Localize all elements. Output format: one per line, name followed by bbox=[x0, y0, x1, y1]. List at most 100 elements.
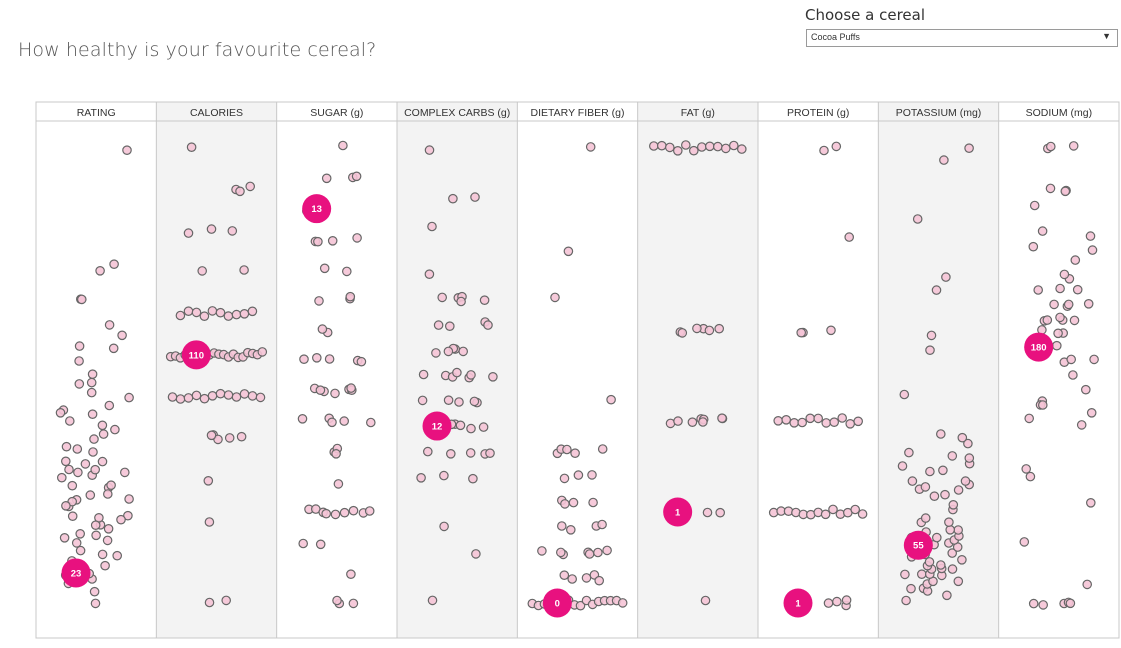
cereal-dot[interactable] bbox=[87, 369, 98, 379]
cereal-dot[interactable] bbox=[454, 397, 464, 407]
cereal-dot[interactable] bbox=[175, 310, 186, 321]
cereal-dot[interactable] bbox=[90, 598, 101, 609]
cereal-dot[interactable] bbox=[215, 388, 226, 399]
cereal-dot[interactable] bbox=[439, 470, 449, 481]
cereal-dot[interactable] bbox=[826, 325, 836, 336]
cereal-dot[interactable] bbox=[224, 433, 235, 443]
cereal-dot[interactable] bbox=[556, 521, 567, 531]
cereal-dot[interactable] bbox=[443, 395, 454, 405]
selected-cereal-dot[interactable] bbox=[302, 194, 332, 224]
cereal-dot[interactable] bbox=[85, 490, 96, 500]
cereal-dot[interactable] bbox=[559, 473, 570, 484]
cereal-dot[interactable] bbox=[90, 464, 100, 475]
cereal-dot[interactable] bbox=[123, 510, 133, 521]
cereal-dot[interactable] bbox=[537, 546, 547, 556]
cereal-dot[interactable] bbox=[183, 228, 194, 238]
cereal-dot[interactable] bbox=[901, 595, 911, 606]
cereal-dot[interactable] bbox=[857, 509, 868, 519]
cereal-dot[interactable] bbox=[1053, 328, 1063, 339]
cereal-dot[interactable] bbox=[926, 330, 937, 341]
cereal-dot[interactable] bbox=[231, 309, 242, 320]
cereal-dot[interactable] bbox=[418, 369, 429, 380]
cereal-dot[interactable] bbox=[317, 324, 328, 334]
cereal-dot[interactable] bbox=[947, 548, 957, 558]
cereal-dot[interactable] bbox=[86, 377, 97, 388]
cereal-dot[interactable] bbox=[1086, 407, 1097, 418]
cereal-dot[interactable] bbox=[221, 595, 231, 606]
cereal-dot[interactable] bbox=[299, 354, 309, 364]
cereal-dot[interactable] bbox=[77, 294, 87, 305]
cereal-dot[interactable] bbox=[471, 549, 481, 559]
cereal-dot[interactable] bbox=[837, 413, 847, 423]
cereal-dot[interactable] bbox=[106, 480, 116, 490]
cereal-dot[interactable] bbox=[67, 480, 78, 491]
cereal-dot[interactable] bbox=[231, 392, 242, 402]
cereal-dot[interactable] bbox=[947, 564, 958, 574]
cereal-dot[interactable] bbox=[563, 246, 574, 257]
cereal-dot[interactable] bbox=[424, 269, 435, 279]
cereal-dot[interactable] bbox=[191, 390, 202, 401]
cereal-dot[interactable] bbox=[575, 600, 586, 611]
cereal-dot[interactable] bbox=[813, 413, 823, 424]
cereal-dot[interactable] bbox=[104, 320, 115, 330]
cereal-dot[interactable] bbox=[109, 259, 119, 269]
cereal-dot[interactable] bbox=[203, 475, 214, 486]
cereal-dot[interactable] bbox=[73, 467, 83, 478]
cereal-dot[interactable] bbox=[100, 560, 110, 571]
cereal-dot[interactable] bbox=[197, 266, 207, 276]
cereal-dot[interactable] bbox=[102, 535, 113, 546]
cereal-dot[interactable] bbox=[912, 214, 923, 224]
cereal-dot[interactable] bbox=[98, 429, 109, 439]
cereal-dot[interactable] bbox=[444, 321, 455, 331]
cereal-dot[interactable] bbox=[456, 296, 466, 307]
cereal-dot[interactable] bbox=[602, 545, 612, 556]
cereal-dot[interactable] bbox=[351, 171, 362, 182]
cereal-dot[interactable] bbox=[1087, 245, 1098, 255]
cereal-dot[interactable] bbox=[728, 140, 739, 151]
cereal-dot[interactable] bbox=[920, 482, 931, 492]
cereal-dot[interactable] bbox=[239, 308, 250, 319]
cereal-dot[interactable] bbox=[853, 416, 863, 427]
cereal-dot[interactable] bbox=[940, 489, 950, 500]
cereal-dot[interactable] bbox=[823, 598, 834, 608]
cereal-dot[interactable] bbox=[167, 392, 178, 402]
cereal-dot[interactable] bbox=[239, 389, 250, 399]
cereal-dot[interactable] bbox=[61, 441, 72, 452]
cereal-dot[interactable] bbox=[1081, 384, 1091, 395]
cereal-dot[interactable] bbox=[417, 395, 428, 406]
cereal-dot[interactable] bbox=[433, 320, 444, 330]
cereal-dot[interactable] bbox=[199, 393, 210, 404]
cereal-dot[interactable] bbox=[829, 417, 839, 427]
selected-cereal-dot[interactable] bbox=[542, 588, 572, 618]
cereal-dot[interactable] bbox=[948, 499, 959, 510]
cereal-dot[interactable] bbox=[485, 448, 495, 458]
cereal-dot[interactable] bbox=[720, 143, 731, 154]
cereal-dot[interactable] bbox=[1028, 598, 1039, 609]
cereal-dot[interactable] bbox=[239, 265, 249, 275]
cereal-dot[interactable] bbox=[338, 140, 348, 151]
cereal-dot[interactable] bbox=[110, 424, 120, 435]
cereal-dot[interactable] bbox=[573, 470, 584, 480]
cereal-dot[interactable] bbox=[704, 141, 715, 152]
cereal-dot[interactable] bbox=[348, 598, 359, 609]
cereal-dot[interactable] bbox=[465, 448, 476, 458]
cereal-dot[interactable] bbox=[223, 311, 234, 321]
cereal-dot[interactable] bbox=[584, 549, 595, 559]
cereal-dot[interactable] bbox=[315, 539, 326, 550]
cereal-dot[interactable] bbox=[964, 143, 974, 153]
cereal-dot[interactable] bbox=[935, 560, 946, 570]
cereal-dot[interactable] bbox=[455, 420, 466, 431]
cereal-dot[interactable] bbox=[907, 476, 918, 486]
cereal-dot[interactable] bbox=[704, 325, 715, 336]
cereal-dot[interactable] bbox=[257, 347, 268, 357]
cereal-dot[interactable] bbox=[97, 420, 108, 431]
cereal-dot[interactable] bbox=[920, 513, 931, 523]
cereal-dot[interactable] bbox=[1029, 200, 1040, 211]
cereal-dot[interactable] bbox=[215, 307, 226, 318]
cereal-dot[interactable] bbox=[567, 574, 577, 584]
cereal-dot[interactable] bbox=[124, 494, 134, 504]
cereal-dot[interactable] bbox=[97, 549, 108, 560]
cereal-dot[interactable] bbox=[1038, 600, 1048, 610]
cereal-dot[interactable] bbox=[74, 341, 85, 351]
cereal-dot[interactable] bbox=[339, 416, 349, 426]
